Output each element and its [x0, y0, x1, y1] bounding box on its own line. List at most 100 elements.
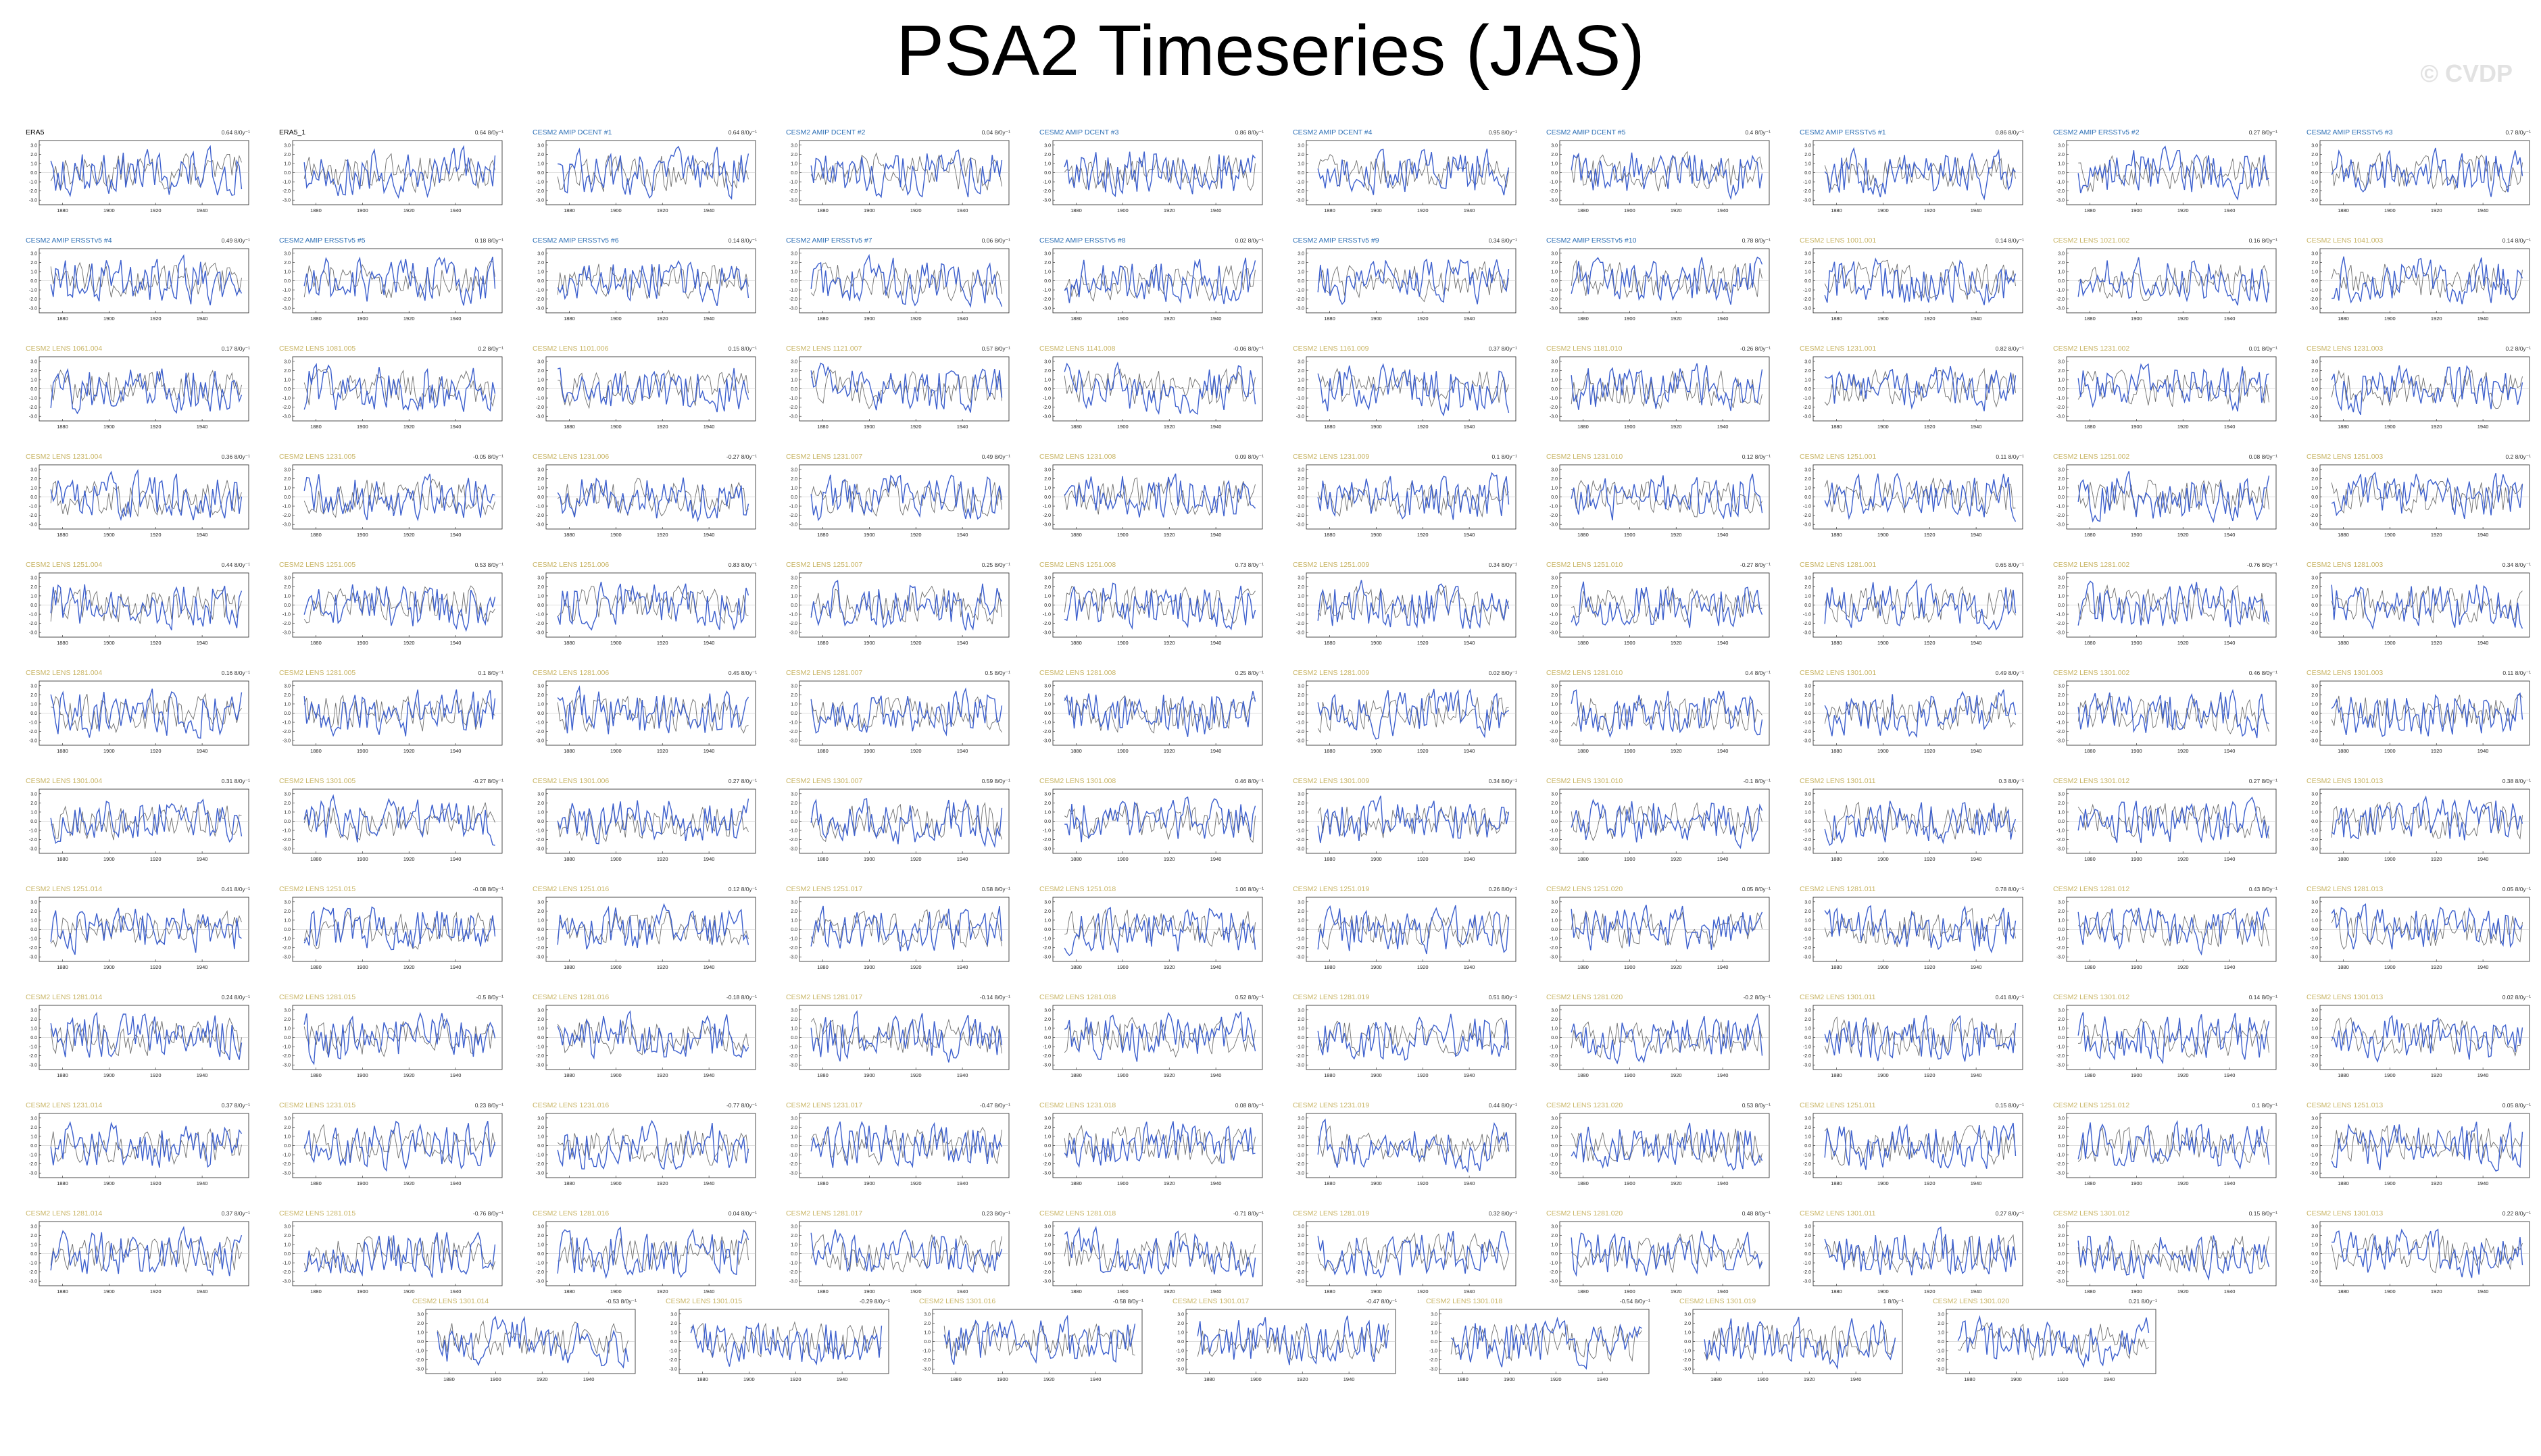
x-tick-label: 1880: [1577, 748, 1589, 754]
y-tick-label: 1.0: [1298, 486, 1304, 491]
y-tick-label: 3.0: [2058, 792, 2065, 797]
y-tick-label: -3.0: [536, 1280, 544, 1284]
y-tick-label: -2.0: [1550, 297, 1558, 302]
y-tick-label: 2.0: [1298, 261, 1304, 266]
y-tick-label: 2.0: [1044, 1234, 1051, 1238]
x-tick-label: 1900: [864, 1180, 875, 1186]
model-series-line: [50, 688, 243, 739]
x-tick-label: 1900: [864, 856, 875, 862]
y-tick-label: 0.0: [537, 603, 544, 608]
y-tick-label: 3.0: [284, 1224, 291, 1229]
y-tick-label: -3.0: [1043, 523, 1051, 528]
x-tick-label: 1940: [1717, 964, 1729, 970]
y-tick-label: 2.0: [1431, 1322, 1437, 1326]
y-tick-label: -1.0: [2310, 937, 2318, 942]
y-tick-label: 0.0: [1804, 279, 1811, 284]
x-tick-label: 1940: [1717, 640, 1729, 646]
y-tick-label: 1.0: [1177, 1330, 1184, 1335]
y-tick-label: 2.0: [1804, 1126, 1811, 1130]
y-tick-label: 0.0: [30, 1144, 37, 1149]
model-series-line: [1317, 1013, 1510, 1061]
x-tick-label: 1940: [450, 856, 462, 862]
x-tick-label: 1900: [2131, 207, 2142, 214]
y-tick-label: -2.0: [789, 730, 797, 734]
x-tick-label: 1920: [910, 640, 922, 646]
x-tick-label: 1880: [2084, 424, 2096, 430]
model-series-line: [303, 794, 495, 846]
x-tick-label: 1920: [1164, 856, 1175, 862]
panel-trend: 0.12 8/0y⁻¹: [1742, 453, 1771, 460]
timeseries-panel: CESM2 LENS 1281.013 0.05 8/0y⁻¹ 3.0 2.0 1.0 0…: [2306, 885, 2541, 980]
y-tick-label: 2.0: [1804, 153, 1811, 157]
y-tick-label: -3.0: [29, 847, 37, 852]
panel-label: CESM2 LENS 1231.014: [26, 1101, 103, 1109]
y-tick-label: -2.0: [416, 1358, 424, 1363]
timeseries-panel: CESM2 LENS 1281.020 0.48 8/0y⁻¹ 3.0 2.0 1.0 0…: [1546, 1209, 1790, 1304]
y-tick-label: -3.0: [1043, 739, 1051, 744]
timeseries-panel: CESM2 LENS 1301.007 0.59 8/0y⁻¹ 3.0 2.0 1.0 0…: [786, 777, 1029, 872]
y-tick-label: 2.0: [284, 477, 291, 482]
y-tick-label: -2.0: [282, 189, 291, 194]
obs-series-line: [303, 478, 495, 518]
model-series-line: [557, 259, 749, 307]
x-tick-label: 1880: [2084, 640, 2096, 646]
model-series-line: [2077, 471, 2270, 524]
obs-series-line: [810, 480, 1002, 517]
y-tick-label: -1.0: [2056, 721, 2065, 726]
y-tick-label: 2.0: [2311, 1018, 2318, 1022]
panel-label: CESM2 LENS 1301.013: [2306, 993, 2384, 1001]
model-series-line: [1571, 1122, 1763, 1171]
y-tick-label: 0.0: [1804, 711, 1811, 716]
y-tick-label: 0.0: [1551, 279, 1558, 284]
y-tick-label: 3.0: [2311, 1116, 2318, 1121]
x-tick-label: 1920: [1671, 532, 1682, 538]
y-tick-label: 2.0: [1551, 477, 1558, 482]
timeseries-panel: CESM2 LENS 1301.019 1 8/0y⁻¹ 3.0 2.0 1.0 0.0-…: [1679, 1297, 1923, 1392]
model-series-line: [1317, 1230, 1510, 1279]
y-tick-label: 0.0: [30, 1252, 37, 1257]
x-tick-label: 1920: [1924, 316, 1935, 322]
model-series-line: [557, 477, 749, 523]
model-series-line: [2331, 1014, 2523, 1063]
model-series-line: [50, 1226, 243, 1276]
obs-series-line: [810, 152, 1002, 192]
y-tick-label: 0.0: [537, 387, 544, 392]
y-tick-label: -1.0: [1043, 1045, 1051, 1050]
x-tick-label: 1920: [657, 316, 668, 322]
x-tick-label: 1900: [2384, 964, 2396, 970]
y-tick-label: 1.0: [284, 1242, 291, 1247]
timeseries-panel: CESM2 LENS 1231.016 -0.77 8/0y⁻¹ 3.0 2.0 1.0…: [533, 1101, 776, 1196]
x-tick-label: 1940: [1090, 1376, 1102, 1382]
obs-series-line: [1571, 585, 1762, 624]
x-tick-label: 1940: [704, 424, 715, 430]
y-tick-label: 3.0: [284, 900, 291, 905]
y-tick-label: -2.0: [1296, 1162, 1304, 1167]
timeseries-panel: CESM2 LENS 1281.007 0.5 8/0y⁻¹ 3.0 2.0 1.0 0.…: [786, 669, 1029, 763]
x-tick-label: 1940: [2477, 964, 2489, 970]
panel-trend: -0.14 8/0y⁻¹: [979, 994, 1010, 1001]
y-tick-label: -1.0: [29, 829, 37, 834]
y-tick-label: 1.0: [1298, 270, 1304, 274]
x-tick-label: 1920: [150, 1180, 162, 1186]
x-tick-label: 1940: [957, 964, 968, 970]
x-tick-label: 1880: [2338, 1180, 2349, 1186]
panel-trend: 0.95 8/0y⁻¹: [1488, 129, 1517, 136]
panel-trend: 0.37 8/0y⁻¹: [221, 1210, 250, 1217]
timeseries-panel: CESM2 LENS 1301.015 -0.29 8/0y⁻¹ 3.0 2.0 1.0…: [666, 1297, 909, 1392]
y-tick-label: 1.0: [791, 918, 797, 923]
x-tick-label: 1880: [697, 1376, 708, 1382]
y-tick-label: 2.0: [1804, 1234, 1811, 1238]
y-tick-label: 3.0: [1044, 251, 1051, 256]
model-series-line: [50, 368, 243, 415]
timeseries-panel: CESM2 LENS 1041.003 0.14 8/0y⁻¹ 3.0 2.0 1.0 0…: [2306, 236, 2541, 331]
panel-trend: -0.53 8/0y⁻¹: [606, 1298, 637, 1305]
y-tick-label: 1.0: [1551, 378, 1558, 382]
y-tick-label: 2.0: [537, 261, 544, 266]
y-tick-label: 2.0: [1044, 261, 1051, 266]
